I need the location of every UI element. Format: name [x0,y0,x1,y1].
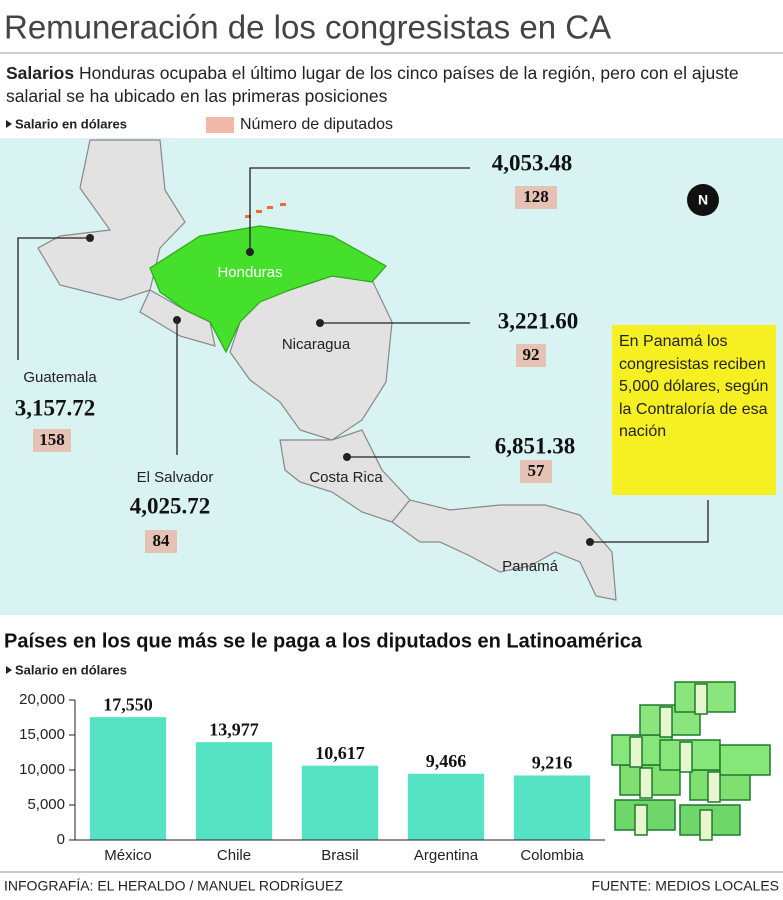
salary: 4,053.48 [492,150,573,175]
guatemala-shape [37,139,186,301]
subtitle-text: Honduras ocupaba el último lugar de los … [6,63,739,106]
subtitle: Salarios Honduras ocupaba el último luga… [6,62,776,108]
credit: INFOGRAFÍA: EL HERALDO / MANUEL RODRÍGUE… [4,878,343,894]
deputies-count: 128 [523,187,549,206]
country-label: Guatemala [23,369,97,386]
y-tick-label: 10,000 [19,761,65,778]
compass [687,184,719,216]
deputies-count: 84 [153,531,171,550]
money-icon [611,681,771,841]
x-tick-label: Argentina [414,847,479,864]
country-label: Nicaragua [282,336,351,353]
legend-salary: Salario en dólares [15,116,127,131]
y-tick-label: 0 [57,831,65,848]
deputies-count: 57 [528,461,546,480]
chart-title: Países en los que más se le paga a los d… [4,630,643,652]
legend-swatch [206,117,234,133]
country-label: El Salvador [137,469,214,486]
x-tick-label: México [104,847,152,864]
map [37,139,617,601]
country-label: Honduras [217,264,282,281]
deputies-count: 92 [523,345,540,364]
salary: 6,851.38 [495,433,576,458]
compass-label: N [698,192,708,208]
panama-shape [391,499,617,601]
x-tick-label: Colombia [520,847,584,864]
source: FUENTE: MEDIOS LOCALES [592,878,779,894]
salary: 3,221.60 [498,308,579,333]
value-label: 13,977 [209,719,259,739]
country-label: Panamá [502,558,559,575]
bar [195,742,273,840]
islands [245,203,286,218]
bar [301,765,379,840]
x-tick-label: Chile [217,847,251,864]
bar [407,773,485,840]
deputy-boxes [33,186,557,553]
deputies: 128 92 158 84 57 [39,187,549,550]
value-label: 9,466 [426,751,467,771]
y-tick-label: 15,000 [19,726,65,743]
leaders [17,167,709,543]
y-tick-label: 5,000 [27,796,65,813]
value-label: 17,550 [103,694,153,714]
value-label: 10,617 [315,743,365,763]
bar [89,717,167,840]
bullet [6,666,12,674]
honduras-shape [149,225,387,354]
note: En Panamá los congresistas reciben 5,000… [612,325,776,495]
y-tick-label: 20,000 [19,691,65,708]
y-axis-label: Salario en dólares [15,662,127,677]
salaries: 4,053.48 3,221.60 3,157.72 4,025.72 6,85… [15,150,579,518]
deputies-count: 158 [39,430,65,449]
x-tick-label: Brasil [321,847,359,864]
subtitle-lead: Salarios [6,63,75,83]
title: Remuneración de los congresistas en CA [4,9,611,46]
salary: 3,157.72 [15,395,96,420]
country-label: Costa Rica [309,469,383,486]
bullet [6,120,12,128]
legend-deputies: Número de diputados [240,116,393,133]
bar [513,775,591,840]
dots [86,234,594,546]
value-label: 9,216 [532,753,573,773]
salary: 4,025.72 [130,493,211,518]
